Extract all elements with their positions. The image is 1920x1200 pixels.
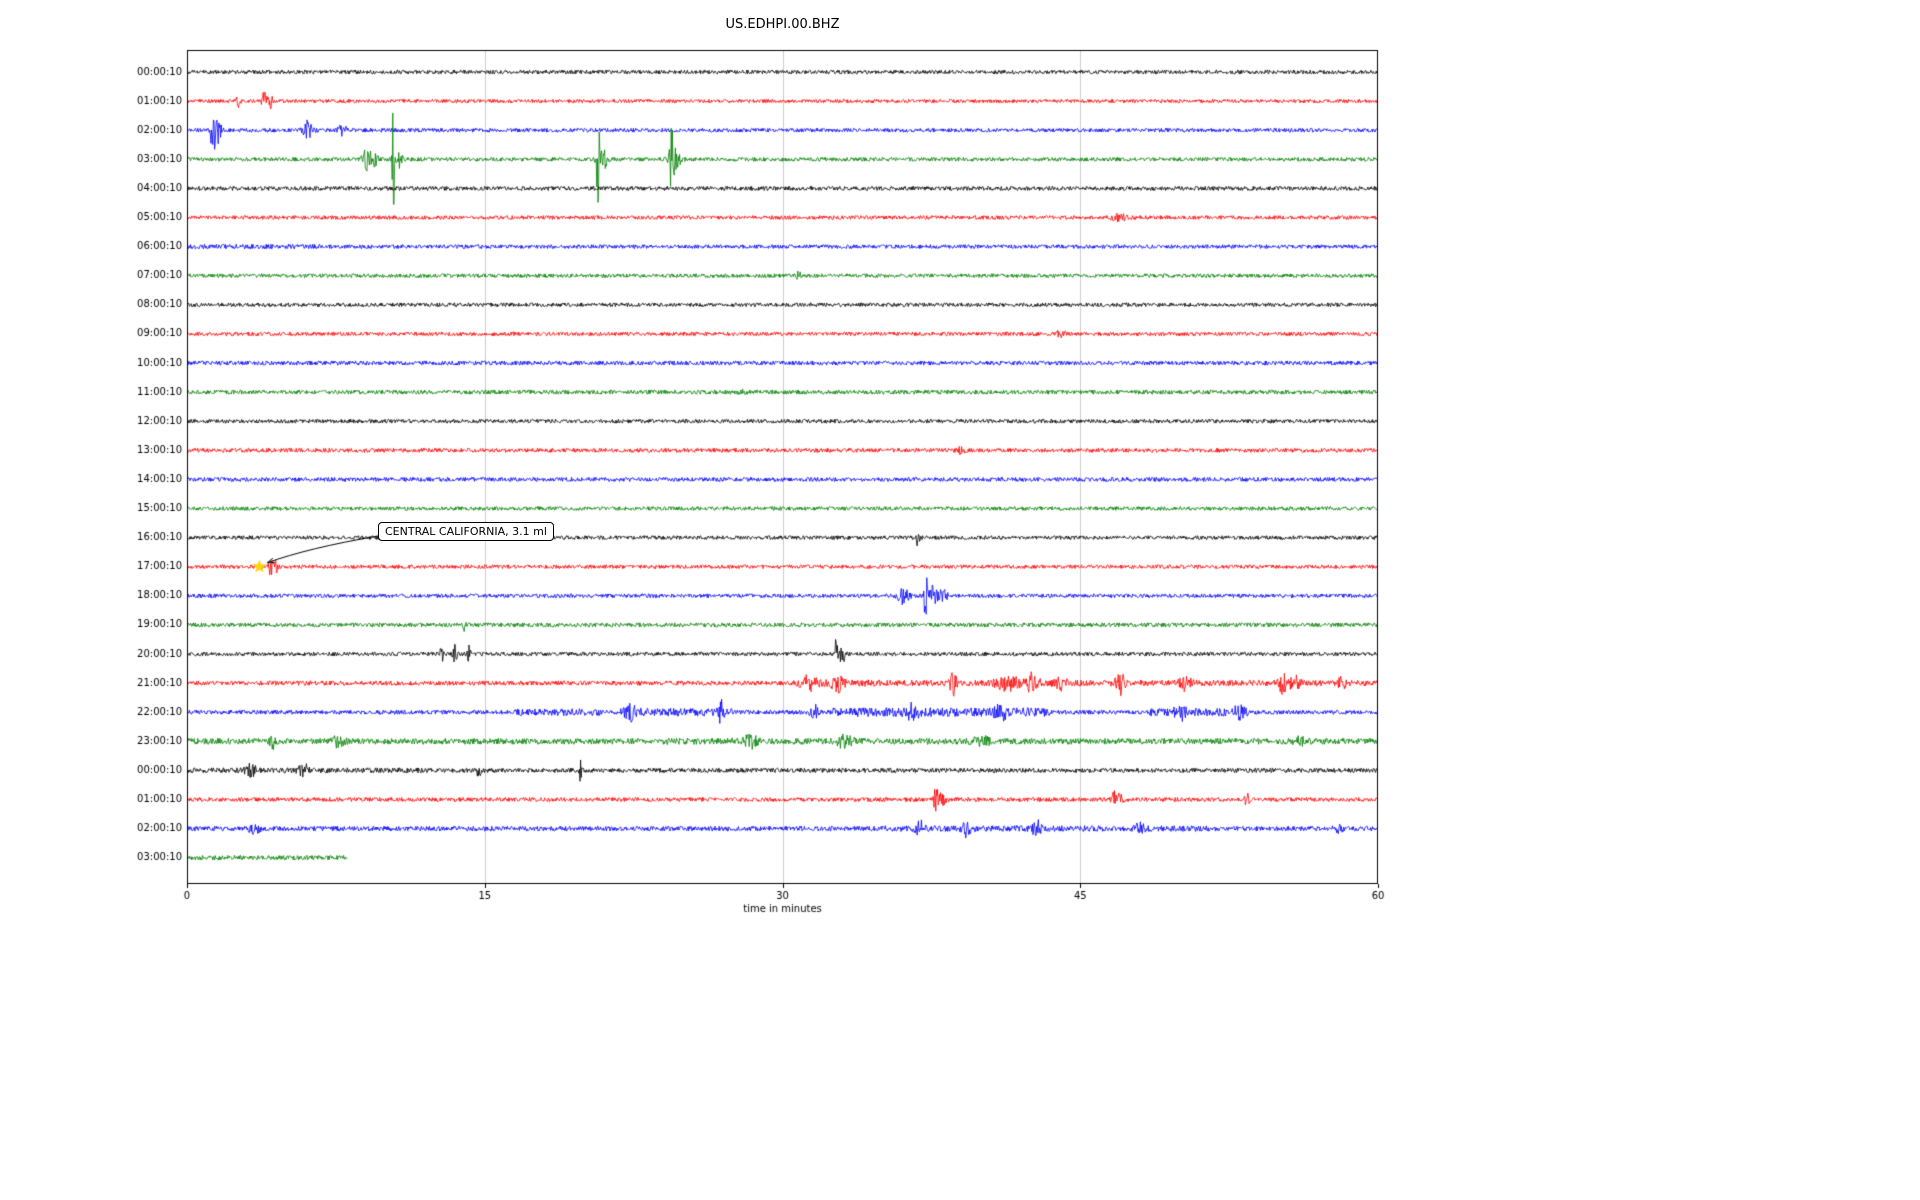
event-annotation: CENTRAL CALIFORNIA, 3.1 ml — [378, 522, 554, 541]
